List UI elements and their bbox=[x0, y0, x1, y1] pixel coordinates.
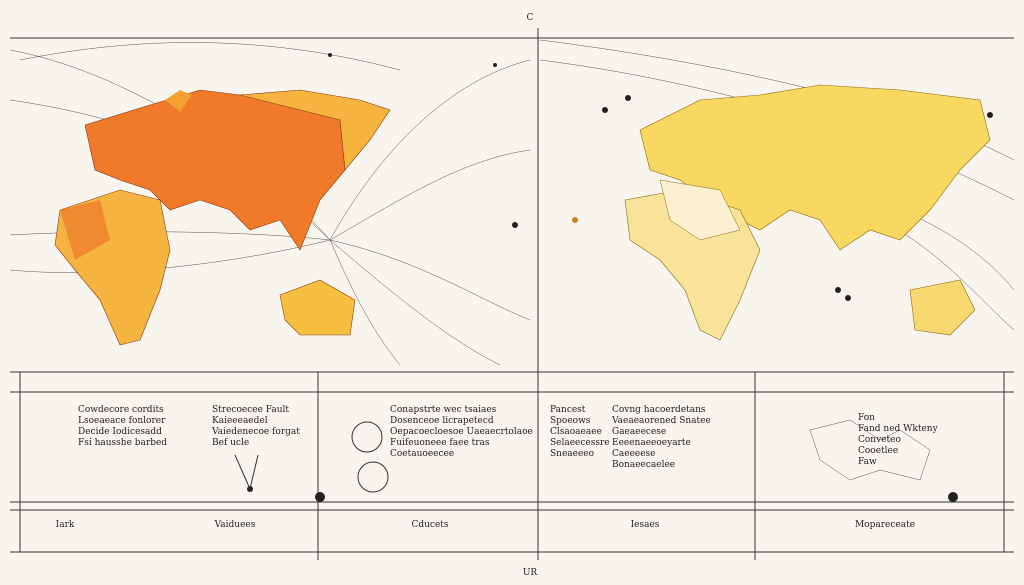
panel-text: Dosenceoe licrapetecd bbox=[390, 416, 494, 426]
panel-text: Clsaoaeaee bbox=[550, 427, 602, 437]
panel-text: Fuifeuoneee faee tras bbox=[390, 438, 490, 448]
footer-label: Cducets bbox=[411, 520, 448, 530]
panel-text: Lsoeaeace fonlorer bbox=[78, 416, 166, 426]
panel-text: Oepacoecloesoe Uaeaecrtolaoe bbox=[390, 427, 533, 437]
panel-text: Fon bbox=[858, 413, 875, 423]
panel-text: Strecoecee Fault bbox=[212, 405, 289, 415]
bottom-figures bbox=[234, 419, 931, 493]
panel-text: Conapstrte wec tsaiaes bbox=[390, 405, 497, 415]
footer-label: Vaiduees bbox=[214, 520, 256, 530]
panel-text: Vaiedenecoe forgat bbox=[211, 427, 300, 437]
panel-text: Cowdecore cordits bbox=[78, 405, 164, 415]
panel-text: Selaeecessre bbox=[550, 438, 610, 448]
right-map bbox=[624, 84, 991, 341]
footer-label: Mopareceate bbox=[855, 520, 915, 530]
panel-text: Decide Iodicesadd bbox=[78, 427, 162, 437]
bottom-mark: UR bbox=[523, 568, 538, 578]
panel-text: Bonaeecaelee bbox=[612, 460, 675, 470]
panel-text: Bef ucle bbox=[212, 438, 249, 448]
panel-text: Vaeaeaorened Snatee bbox=[611, 416, 711, 426]
panel-text: Fand ned Wkteny bbox=[858, 424, 939, 434]
panel-text: Pancest bbox=[550, 405, 586, 415]
panel-text: Spoeows bbox=[550, 416, 591, 426]
panel-text: Covng hacoerdetans bbox=[612, 405, 706, 415]
panel-text: Cooetlee bbox=[858, 446, 898, 456]
panel-text: Fsi hausshe barbed bbox=[78, 438, 167, 448]
footer-label: Iesaes bbox=[631, 520, 660, 530]
frame bbox=[10, 28, 1014, 560]
title: C bbox=[527, 13, 534, 23]
panel-text: Kaieeeaedel bbox=[212, 416, 268, 426]
dots bbox=[247, 53, 993, 502]
left-map bbox=[54, 89, 391, 346]
panel-text: Caeeeese bbox=[612, 449, 656, 459]
panel-text: Coetauoeecee bbox=[390, 449, 454, 459]
footer-label: Iark bbox=[56, 520, 75, 530]
panel-text: Conveteo bbox=[858, 435, 901, 445]
footer: Iark Vaiduees Cducets Iesaes Mopareceate bbox=[56, 520, 915, 530]
panel-text: Gaeaeecese bbox=[612, 427, 666, 437]
panel-text: Eeeenaeeoeyarte bbox=[612, 438, 691, 448]
panel-text: Sneaeeeo bbox=[550, 449, 594, 459]
panel-text: Faw bbox=[858, 457, 877, 467]
